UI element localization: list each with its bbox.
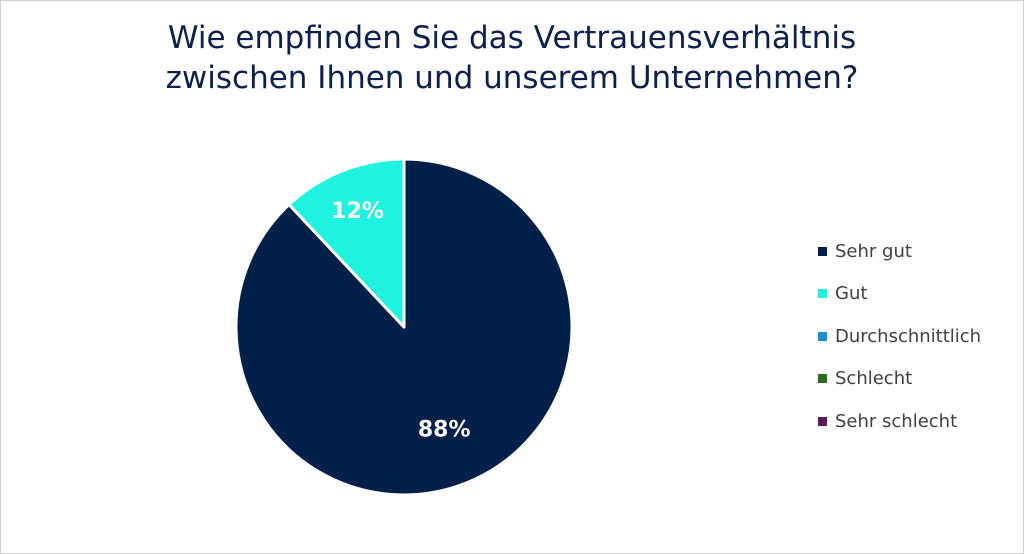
legend-item-gut: Gut (818, 273, 981, 316)
legend-item-sehr-schlecht: Sehr schlecht (818, 400, 981, 443)
chart-title-line-2: zwischen Ihnen und unserem Unternehmen? (165, 60, 859, 96)
data-label-gut: 12% (331, 199, 384, 224)
legend-label: Schlecht (835, 368, 913, 390)
legend-item-schlecht: Schlecht (818, 358, 981, 401)
pie-data-labels: 88% 12% (331, 199, 470, 443)
legend-label: Sehr gut (835, 240, 912, 262)
legend-swatch (818, 416, 827, 426)
legend-swatch (818, 331, 827, 341)
pie-slice-gut (287, 157, 406, 329)
legend-label: Durchschnittlich (835, 325, 982, 347)
legend-swatch (818, 289, 827, 299)
pie-slices (234, 157, 574, 497)
legend: Sehr gut Gut Durchschnittlich Schlecht S… (818, 230, 981, 443)
legend-item-sehr-gut: Sehr gut (818, 230, 981, 273)
data-label-sehr-gut: 88% (418, 418, 471, 443)
chart-title-line-1: Wie empfinden Sie das Vertrauensverhältn… (167, 20, 857, 56)
legend-label: Sehr schlecht (835, 410, 958, 432)
legend-swatch (818, 374, 827, 384)
chart-title: Wie empfinden Sie das Vertrauensverhältn… (0, 18, 1024, 98)
legend-swatch (818, 246, 827, 256)
legend-label: Gut (835, 283, 868, 305)
legend-item-durchschnittlich: Durchschnittlich (818, 315, 981, 358)
